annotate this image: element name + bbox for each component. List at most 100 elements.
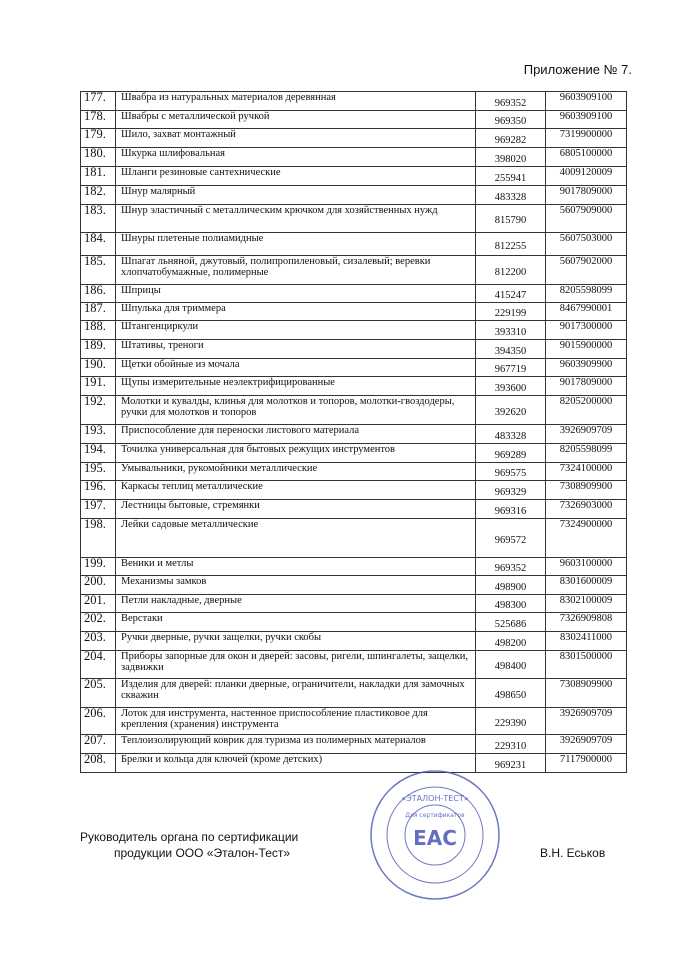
tnved-code: 3926909709 <box>545 707 627 735</box>
item-name: Теплоизолирующий коврик для туризма из п… <box>115 734 476 754</box>
item-code: 398020 <box>475 147 546 167</box>
tnved-code: 8302411000 <box>545 631 627 651</box>
table-row: 181. Шланги резиновые сантехнические 25594… <box>80 166 627 186</box>
item-name: Приборы запорные для окон и дверей: засо… <box>115 650 476 679</box>
item-number: 208. <box>80 753 116 773</box>
item-name: Каркасы теплиц металлические <box>115 480 476 500</box>
item-code: 815790 <box>475 204 546 233</box>
table-row: 208. Брелки и кольца для ключей (кроме де… <box>80 753 627 773</box>
item-name: Веники и метлы <box>115 557 476 576</box>
tnved-code: 9017809000 <box>545 185 627 205</box>
item-code: 394350 <box>475 339 546 359</box>
item-number: 199. <box>80 557 116 576</box>
item-code: 969329 <box>475 480 546 500</box>
item-code: 525686 <box>475 612 546 632</box>
item-name: Лоток для инструмента, настенное приспос… <box>115 707 476 735</box>
item-name: Шнуры плетеные полиамидные <box>115 232 476 256</box>
items-table: 177. Швабра из натуральных материалов дер… <box>80 91 627 773</box>
stamp-name: «ЭТАЛОН-ТЕСТ» <box>401 794 468 803</box>
tnved-code: 9603100000 <box>545 557 627 576</box>
item-number: 192. <box>80 395 116 425</box>
item-number: 185. <box>80 255 116 285</box>
item-name: Изделия для дверей: планки дверные, огра… <box>115 678 476 708</box>
item-number: 177. <box>80 91 116 111</box>
table-row: 200. Механизмы замков 498900 8301600009 <box>80 575 627 595</box>
table-row: 186. Шприцы 415247 8205598099 <box>80 284 627 303</box>
item-number: 203. <box>80 631 116 651</box>
item-number: 178. <box>80 110 116 129</box>
item-code: 969316 <box>475 499 546 519</box>
item-number: 205. <box>80 678 116 708</box>
item-name: Шкурка шлифовальная <box>115 147 476 167</box>
table-row: 193. Приспособление для переноски листово… <box>80 424 627 444</box>
table-row: 192. Молотки и кувалды, клинья для молотк… <box>80 395 627 425</box>
tnved-code: 3926909709 <box>545 424 627 444</box>
item-name: Механизмы замков <box>115 575 476 595</box>
item-code: 812200 <box>475 255 546 285</box>
item-code: 393600 <box>475 376 546 396</box>
tnved-code: 8467990001 <box>545 302 627 321</box>
item-number: 189. <box>80 339 116 359</box>
item-name: Лейки садовые металлические <box>115 518 476 558</box>
table-row: 197. Лестницы бытовые, стремянки 969316 732… <box>80 499 627 519</box>
table-row: 179. Шило, захват монтажный 969282 73199000… <box>80 128 627 148</box>
item-name: Шнур эластичный с металлическим крючком … <box>115 204 476 233</box>
tnved-code: 7326903000 <box>545 499 627 519</box>
tnved-code: 9017300000 <box>545 320 627 340</box>
table-row: 185. Шпагат льняной, джутовый, полипропил… <box>80 255 627 285</box>
tnved-code: 6805100000 <box>545 147 627 167</box>
item-code: 483328 <box>475 424 546 444</box>
item-code: 969572 <box>475 518 546 558</box>
table-row: 198. Лейки садовые металлические 969572 732… <box>80 518 627 558</box>
item-code: 969352 <box>475 557 546 576</box>
item-code: 393310 <box>475 320 546 340</box>
item-number: 202. <box>80 612 116 632</box>
item-number: 187. <box>80 302 116 321</box>
table-row: 189. Штативы, треноги 394350 9015900000 <box>80 339 627 359</box>
tnved-code: 7308909900 <box>545 678 627 708</box>
item-number: 196. <box>80 480 116 500</box>
item-code: 483328 <box>475 185 546 205</box>
item-name: Штативы, треноги <box>115 339 476 359</box>
item-name: Шнур малярный <box>115 185 476 205</box>
tnved-code: 8205200000 <box>545 395 627 425</box>
tnved-code: 8301500000 <box>545 650 627 679</box>
item-name: Щетки обойные из мочала <box>115 358 476 377</box>
table-row: 178. Швабры с металлической ручкой 969350 9… <box>80 110 627 129</box>
table-row: 207. Теплоизолирующий коврик для туризма … <box>80 734 627 754</box>
item-name: Швабра из натуральных материалов деревян… <box>115 91 476 111</box>
item-number: 181. <box>80 166 116 186</box>
tnved-code: 9603909900 <box>545 358 627 377</box>
item-number: 182. <box>80 185 116 205</box>
item-number: 179. <box>80 128 116 148</box>
item-number: 195. <box>80 462 116 481</box>
table-row: 205. Изделия для дверей: планки дверные, … <box>80 678 627 708</box>
item-code: 498200 <box>475 631 546 651</box>
table-row: 199. Веники и метлы 969352 9603100000 <box>80 557 627 576</box>
item-name: Шприцы <box>115 284 476 303</box>
item-number: 194. <box>80 443 116 463</box>
item-code: 498400 <box>475 650 546 679</box>
item-name: Щупы измерительные неэлектрифицированные <box>115 376 476 396</box>
stamp-purpose: Для сертификатов <box>405 812 465 819</box>
item-number: 207. <box>80 734 116 754</box>
tnved-code: 9603909100 <box>545 110 627 129</box>
item-code: 967719 <box>475 358 546 377</box>
item-code: 969282 <box>475 128 546 148</box>
item-code: 392620 <box>475 395 546 425</box>
item-number: 180. <box>80 147 116 167</box>
table-row: 184. Шнуры плетеные полиамидные 812255 5607… <box>80 232 627 256</box>
tnved-code: 7117900000 <box>545 753 627 773</box>
tnved-code: 9017809000 <box>545 376 627 396</box>
tnved-code: 8301600009 <box>545 575 627 595</box>
item-code: 498900 <box>475 575 546 595</box>
item-code: 969231 <box>475 753 546 773</box>
stamp: «ЭТАЛОН-ТЕСТ» Для сертификатов ЕАС <box>370 770 500 900</box>
item-code: 812255 <box>475 232 546 256</box>
item-number: 191. <box>80 376 116 396</box>
item-name: Ручки дверные, ручки защелки, ручки скоб… <box>115 631 476 651</box>
item-number: 197. <box>80 499 116 519</box>
item-number: 184. <box>80 232 116 256</box>
item-number: 193. <box>80 424 116 444</box>
